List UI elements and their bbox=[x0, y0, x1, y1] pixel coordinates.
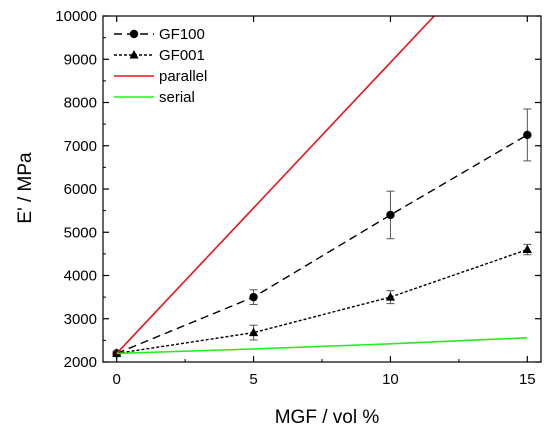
axis-ticks: 0 5 10 15 2000 3000 4000 5000 6000 7000 8000 9000 10… bbox=[55, 8, 541, 388]
x-axis-title: MGF / vol % bbox=[275, 407, 380, 428]
legend-label-parallel: parallel bbox=[159, 68, 207, 85]
y-tick-label: 5000 bbox=[64, 224, 97, 241]
gf100-point bbox=[386, 210, 395, 220]
legend-label-gf001: GF001 bbox=[159, 47, 205, 64]
x-tick-label: 0 bbox=[113, 371, 121, 388]
x-tick-label: 5 bbox=[249, 371, 257, 388]
y-tick-label: 2000 bbox=[64, 354, 97, 371]
gf100-point bbox=[523, 130, 532, 140]
legend: GF100 GF001 parallel serial bbox=[114, 26, 207, 106]
gf100-line bbox=[116, 134, 528, 355]
gf001-point bbox=[248, 327, 259, 337]
legend-marker-gf100 bbox=[129, 29, 139, 39]
legend-marker-gf001 bbox=[129, 50, 139, 59]
y-tick-label: 4000 bbox=[64, 268, 97, 285]
parallel-line bbox=[116, 16, 435, 354]
gf001-point bbox=[522, 244, 532, 254]
y-tick-label: 9000 bbox=[64, 51, 97, 68]
y-tick-label: 10000 bbox=[55, 8, 97, 25]
y-tick-label: 3000 bbox=[64, 311, 97, 328]
legend-label-gf100: GF100 bbox=[159, 26, 205, 43]
legend-label-serial: serial bbox=[159, 89, 195, 106]
y-tick-label: 6000 bbox=[64, 181, 97, 198]
serial-line bbox=[116, 337, 528, 355]
gf100-point bbox=[249, 292, 258, 302]
y-tick-label: 8000 bbox=[64, 95, 97, 112]
x-tick-label: 15 bbox=[519, 371, 536, 388]
gf001-point bbox=[385, 292, 396, 301]
y-tick-label: 7000 bbox=[64, 138, 97, 155]
y-axis-title: E' / MPa bbox=[15, 152, 36, 224]
x-tick-label: 10 bbox=[382, 371, 399, 388]
gf001-line bbox=[116, 248, 528, 355]
series-lines bbox=[112, 16, 532, 358]
